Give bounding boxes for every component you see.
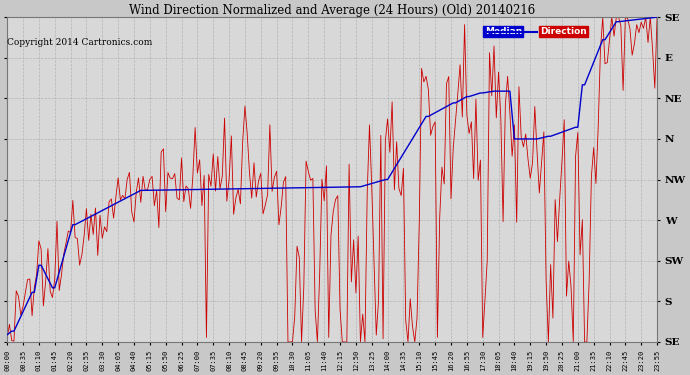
Text: Copyright 2014 Cartronics.com: Copyright 2014 Cartronics.com <box>7 38 152 47</box>
Text: Median: Median <box>485 27 522 36</box>
Text: Direction: Direction <box>540 27 586 36</box>
Title: Wind Direction Normalized and Average (24 Hours) (Old) 20140216: Wind Direction Normalized and Average (2… <box>129 4 535 17</box>
